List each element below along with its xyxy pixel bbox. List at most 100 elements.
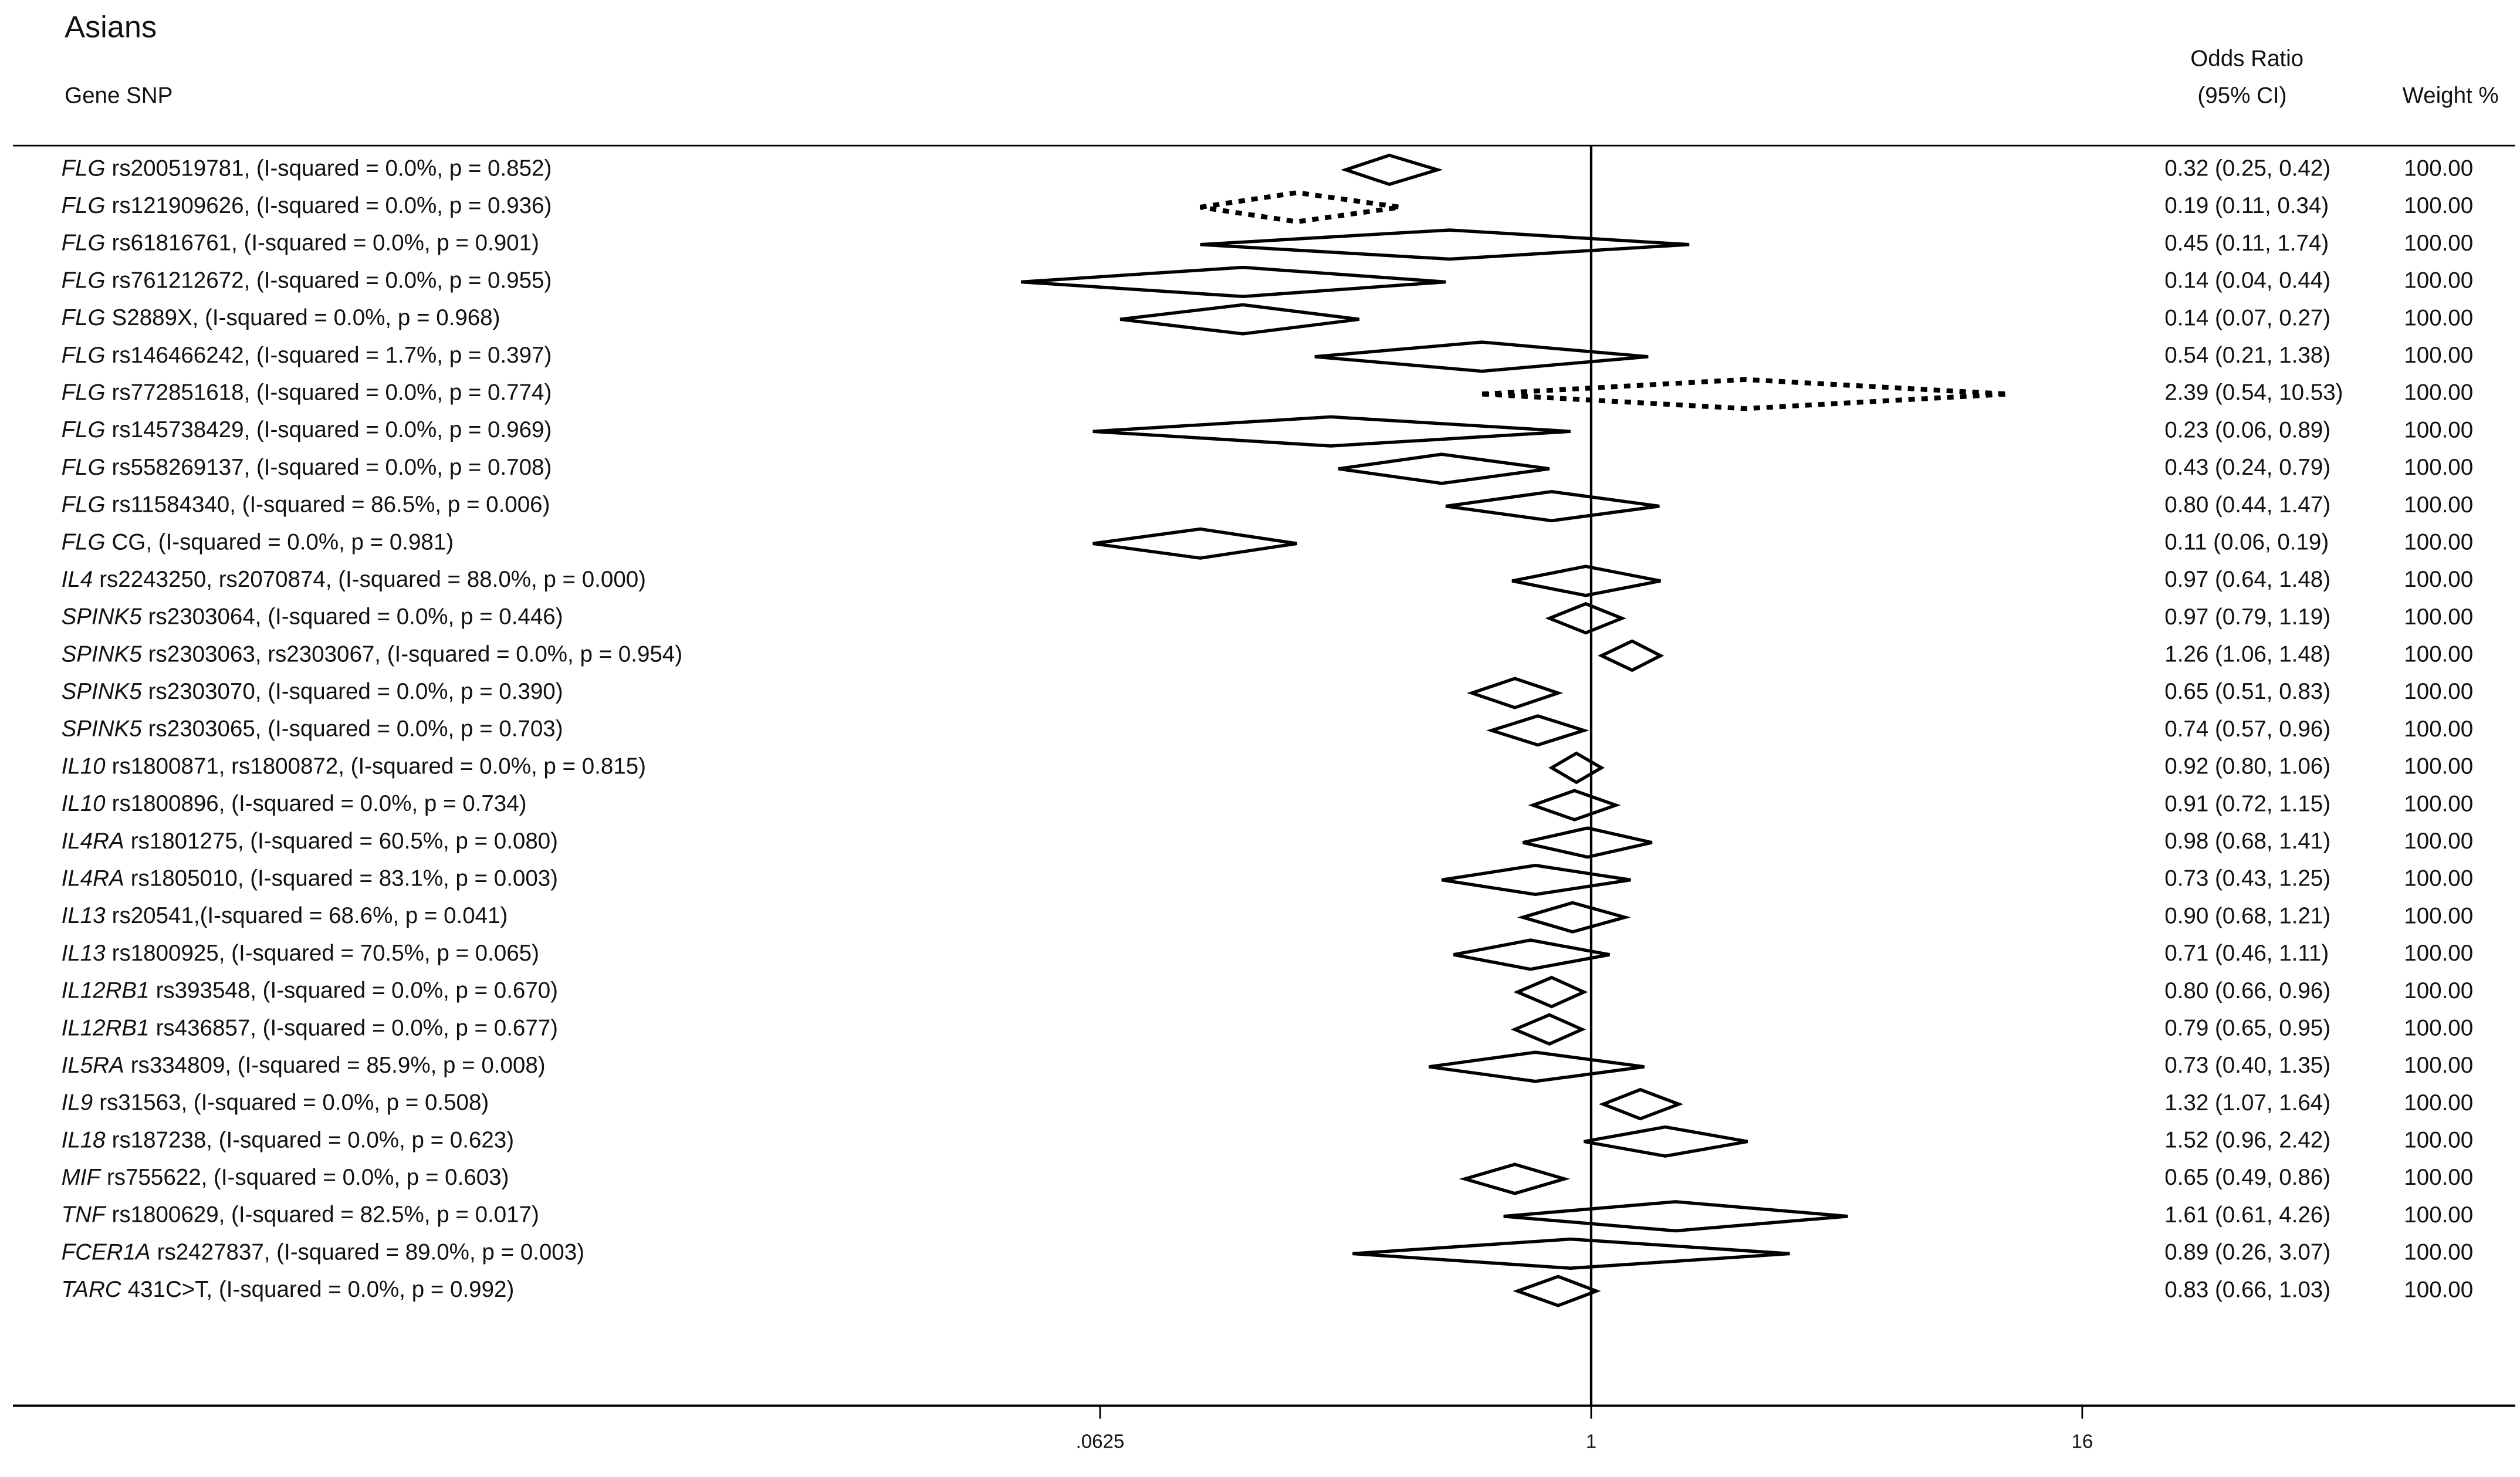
chart-title: Asians: [65, 11, 157, 45]
gene-name: TNF: [62, 1202, 107, 1228]
snp-label: rs1805010, (I-squared = 83.1%, p = 0.003…: [131, 866, 558, 891]
gene-name: FLG: [62, 380, 106, 405]
row-label: IL4RA rs1801275, (I-squared = 60.5%, p = …: [62, 829, 558, 854]
weight-label: 100.00: [2404, 829, 2473, 854]
gene-name: IL18: [62, 1128, 106, 1153]
snp-label: rs2243250, rs2070874, (I-squared = 88.0%…: [99, 567, 646, 592]
snp-label: rs1800925, (I-squared = 70.5%, p = 0.065…: [112, 941, 539, 966]
snp-label: CG, (I-squared = 0.0%, p = 0.981): [112, 529, 454, 555]
weight-label: 100.00: [2404, 791, 2473, 816]
gene-name: FCER1A: [62, 1240, 151, 1265]
weight-label: 100.00: [2404, 417, 2473, 442]
odds-ratio-label: 0.73 (0.43, 1.25): [2164, 866, 2330, 891]
odds-ratio-label: 0.97 (0.79, 1.19): [2164, 604, 2330, 630]
weight-label: 100.00: [2404, 1202, 2473, 1228]
ci-diamond: [1200, 228, 1690, 261]
weight-label: 100.00: [2404, 231, 2473, 256]
snp-label: rs2303070, (I-squared = 0.0%, p = 0.390): [148, 679, 563, 704]
gene-name: IL12RB1: [62, 978, 150, 1003]
snp-label: rs200519781, (I-squared = 0.0%, p = 0.85…: [112, 156, 552, 181]
label-header: Gene SNP: [65, 83, 172, 109]
x-tick-label: 16: [2072, 1431, 2093, 1452]
ci-diamond: [1467, 677, 1564, 709]
ci-diamond: [1503, 1200, 1848, 1233]
row-label: MIF rs755622, (I-squared = 0.0%, p = 0.60…: [62, 1165, 509, 1190]
snp-label: rs755622, (I-squared = 0.0%, p = 0.603): [107, 1165, 509, 1190]
weight-label: 100.00: [2404, 642, 2473, 667]
snp-label: rs1800629, (I-squared = 82.5%, p = 0.017…: [112, 1202, 539, 1228]
snp-label: rs772851618, (I-squared = 0.0%, p = 0.77…: [112, 380, 552, 405]
ci-diamond: [1092, 527, 1297, 560]
gene-name: FLG: [62, 231, 106, 256]
ci-diamond: [1481, 377, 2008, 411]
snp-label: rs187238, (I-squared = 0.0%, p = 0.623): [112, 1128, 514, 1153]
odds-ratio-label: 1.32 (1.07, 1.64): [2164, 1090, 2330, 1116]
weight-header: Weight %: [2403, 83, 2499, 109]
weight-label: 100.00: [2404, 716, 2473, 742]
row-label: IL13 rs1800925, (I-squared = 70.5%, p = 0…: [62, 941, 539, 966]
snp-label: rs393548, (I-squared = 0.0%, p = 0.670): [156, 978, 558, 1003]
row-label: IL13 rs20541,(I-squared = 68.6%, p = 0.04…: [62, 903, 508, 928]
row-label: FLG CG, (I-squared = 0.0%, p = 0.981): [62, 529, 454, 555]
weight-label: 100.00: [2404, 1277, 2473, 1302]
odds-ratio-label: 0.83 (0.66, 1.03): [2164, 1277, 2330, 1302]
odds-ratio-label: 0.98 (0.68, 1.41): [2164, 829, 2330, 854]
odds-ratio-label: 0.73 (0.40, 1.35): [2164, 1053, 2330, 1078]
gene-name: FLG: [62, 343, 106, 368]
odds-ratio-label: 0.14 (0.04, 0.44): [2164, 268, 2330, 293]
snp-label: rs761212672, (I-squared = 0.0%, p = 0.95…: [112, 268, 552, 293]
row-label: IL12RB1 rs436857, (I-squared = 0.0%, p = …: [62, 1015, 558, 1040]
x-tick-label: .0625: [1076, 1431, 1125, 1452]
weight-label: 100.00: [2404, 1090, 2473, 1116]
snp-label: rs121909626, (I-squared = 0.0%, p = 0.93…: [112, 193, 552, 218]
snp-label: rs2303065, (I-squared = 0.0%, p = 0.703): [148, 716, 563, 742]
odds-ratio-label: 1.52 (0.96, 2.42): [2164, 1128, 2330, 1153]
weight-label: 100.00: [2404, 1053, 2473, 1078]
row-label: FLG rs761212672, (I-squared = 0.0%, p = 0…: [62, 268, 552, 293]
gene-name: SPINK5: [62, 604, 143, 630]
weight-label: 100.00: [2404, 1015, 2473, 1040]
row-label: FLG rs200519781, (I-squared = 0.0%, p = 0…: [62, 156, 552, 181]
odds-ratio-label: 0.74 (0.57, 0.96): [2164, 716, 2330, 742]
row-label: FLG rs121909626, (I-squared = 0.0%, p = 0…: [62, 193, 552, 218]
row-label: SPINK5 rs2303065, (I-squared = 0.0%, p = …: [62, 716, 563, 742]
ci-diamond: [1428, 1050, 1645, 1083]
gene-name: IL4RA: [62, 866, 124, 891]
snp-label: rs145738429, (I-squared = 0.0%, p = 0.96…: [112, 417, 552, 442]
ci-diamond: [1459, 1162, 1571, 1195]
weight-label: 100.00: [2404, 1128, 2473, 1153]
weight-label: 100.00: [2404, 305, 2473, 330]
weight-label: 100.00: [2404, 193, 2473, 218]
snp-label: rs11584340, (I-squared = 86.5%, p = 0.00…: [112, 492, 550, 518]
row-label: SPINK5 rs2303064, (I-squared = 0.0%, p = …: [62, 604, 563, 630]
gene-name: FLG: [62, 193, 106, 218]
weight-label: 100.00: [2404, 1240, 2473, 1265]
gene-name: IL10: [62, 754, 106, 779]
ci-diamond: [1453, 938, 1610, 971]
gene-name: FLG: [62, 268, 106, 293]
gene-name: IL10: [62, 791, 106, 816]
or-header: Odds Ratio: [2190, 46, 2303, 71]
row-label: IL12RB1 rs393548, (I-squared = 0.0%, p = …: [62, 978, 558, 1003]
row-label: FLG rs61816761, (I-squared = 0.0%, p = 0.…: [62, 231, 539, 256]
snp-label: 431C>T, (I-squared = 0.0%, p = 0.992): [128, 1277, 515, 1302]
ci-diamond: [1486, 714, 1589, 747]
weight-label: 100.00: [2404, 343, 2473, 368]
odds-ratio-label: 0.92 (0.80, 1.06): [2164, 754, 2330, 779]
ci-diamond: [1545, 601, 1626, 635]
snp-label: rs1800896, (I-squared = 0.0%, p = 0.734): [112, 791, 527, 816]
gene-name: FLG: [62, 529, 106, 555]
row-label: FLG rs145738429, (I-squared = 0.0%, p = 0…: [62, 417, 552, 442]
gene-name: IL13: [62, 903, 106, 928]
ci-diamond: [1513, 1275, 1601, 1307]
x-tick-label: 1: [1586, 1431, 1596, 1452]
odds-ratio-label: 0.90 (0.68, 1.21): [2164, 903, 2330, 928]
gene-name: SPINK5: [62, 716, 143, 742]
weight-label: 100.00: [2404, 754, 2473, 779]
gene-name: SPINK5: [62, 679, 143, 704]
row-label: FLG rs11584340, (I-squared = 86.5%, p = 0…: [62, 492, 550, 518]
ci-diamond: [1119, 303, 1359, 336]
odds-ratio-label: 0.54 (0.21, 1.38): [2164, 343, 2330, 368]
snp-label: rs334809, (I-squared = 85.9%, p = 0.008): [131, 1053, 546, 1078]
